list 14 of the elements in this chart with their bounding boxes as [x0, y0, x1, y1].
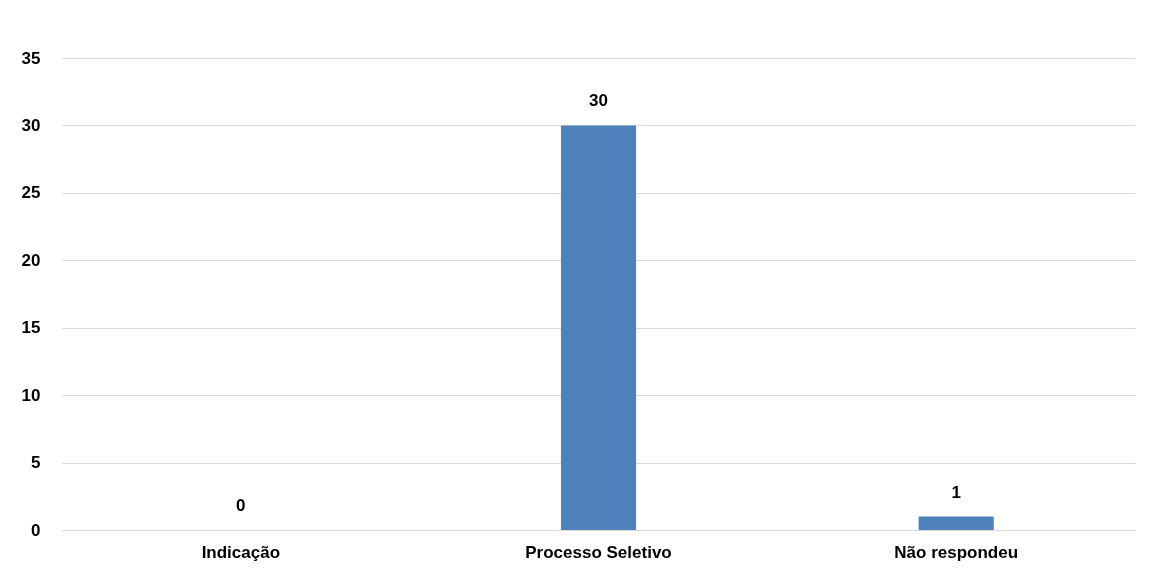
- data-label: 0: [236, 496, 246, 515]
- data-label: 30: [589, 91, 608, 111]
- y-tick-label: 25: [21, 183, 41, 203]
- y-tick-label: 0: [31, 520, 41, 540]
- y-tick-label: 20: [21, 250, 41, 270]
- x-tick-label: Indicação: [201, 542, 281, 562]
- y-tick-label: 15: [21, 318, 41, 338]
- x-tick-label: Não respondeu: [894, 542, 1019, 562]
- y-tick-label: 5: [31, 453, 41, 473]
- y-tick-label: 35: [21, 48, 41, 68]
- y-tick-label: 10: [21, 385, 41, 405]
- y-tick-label: 30: [21, 115, 41, 135]
- data-label: 1: [951, 482, 961, 502]
- x-tick-label: Processo Seletivo: [525, 542, 672, 562]
